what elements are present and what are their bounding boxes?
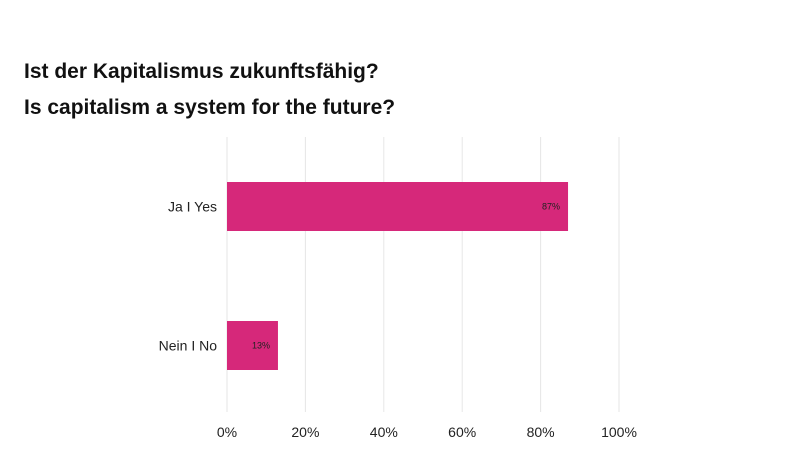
x-axis-tick-labels: 0% 20% 40% 60% 80% 100%	[217, 424, 637, 440]
bars	[227, 182, 569, 370]
x-tick-label: 40%	[370, 424, 398, 440]
x-tick-label: 100%	[601, 424, 637, 440]
x-tick-label: 0%	[217, 424, 237, 440]
category-label: Ja I Yes	[168, 199, 217, 215]
gridlines	[226, 137, 620, 412]
chart-title: Ist der Kapitalismus zukunftsfähig?	[24, 60, 379, 83]
x-tick-label: 20%	[291, 424, 319, 440]
data-label: 13%	[252, 341, 270, 351]
chart-subtitle: Is capitalism a system for the future?	[24, 96, 396, 119]
category-labels: Ja I Yes Nein I No	[159, 199, 218, 354]
bar	[227, 321, 278, 370]
data-label: 87%	[542, 202, 560, 212]
category-label: Nein I No	[159, 338, 218, 354]
x-tick-label: 80%	[527, 424, 555, 440]
x-tick-label: 60%	[448, 424, 476, 440]
data-labels: 87% 13%	[252, 202, 560, 351]
bar	[227, 182, 569, 231]
